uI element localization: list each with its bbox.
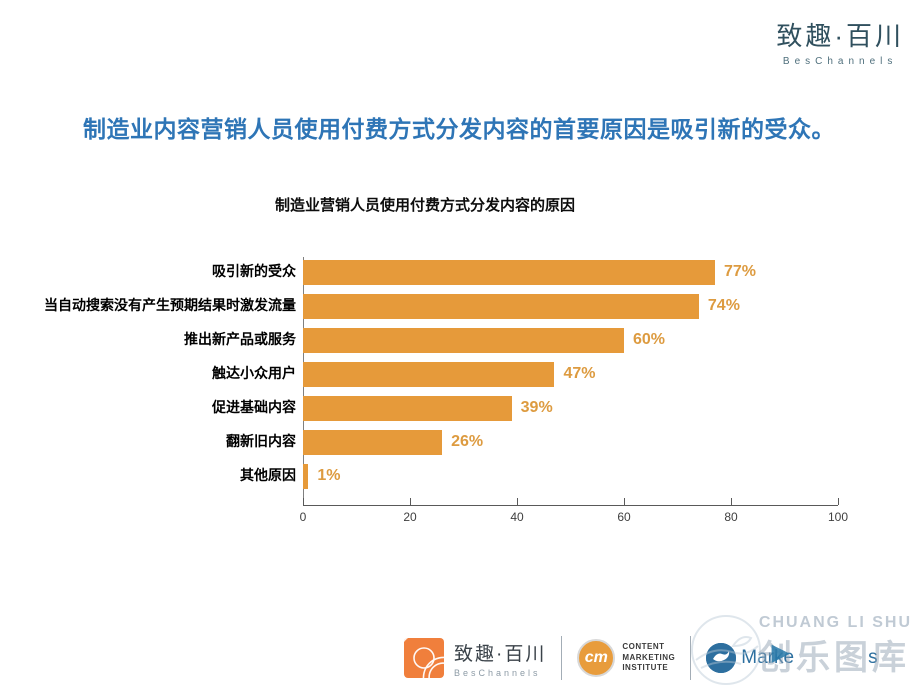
x-axis-tick bbox=[410, 498, 411, 505]
category-label: 其他原因 bbox=[240, 467, 296, 484]
chart-title: 制造业营销人员使用付费方式分发内容的原因 bbox=[274, 197, 575, 214]
x-axis-tick bbox=[838, 498, 839, 505]
bar bbox=[303, 327, 624, 353]
footer-cmi: cm CONTENT MARKETING INSTITUTE bbox=[577, 639, 675, 677]
bar-row: 触达小众用户 47% bbox=[20, 357, 890, 391]
bar-chart: 制造业营销人员使用付费方式分发内容的原因 吸引新的受众 77% 当自动搜索没有产生预… bbox=[20, 194, 890, 524]
category-label: 推出新产品或服务 bbox=[184, 331, 296, 348]
footer-marketingprofs-prefix: Marke bbox=[741, 647, 795, 668]
bar-row: 促进基础内容 39% bbox=[20, 391, 890, 425]
cmi-circle-icon: cm bbox=[577, 639, 616, 677]
x-axis-tick-label: 0 bbox=[299, 510, 307, 524]
x-axis-tick bbox=[624, 498, 625, 505]
bar-row: 吸引新的受众 77% bbox=[20, 255, 890, 289]
footer-beschannels-en: BesChannels bbox=[454, 667, 541, 678]
bar-row: 当自动搜索没有产生预期结果时激发流量 74% bbox=[20, 289, 890, 323]
value-label: 1% bbox=[317, 467, 341, 484]
value-label: 77% bbox=[723, 263, 756, 280]
x-axis-line: 0 20 40 60 80 100 bbox=[300, 498, 848, 524]
bar-track: 77% bbox=[303, 259, 838, 285]
beschannels-logo-cn: 致趣·百川 bbox=[776, 21, 904, 51]
x-axis-tick bbox=[731, 498, 732, 505]
footer-beschannels: 致趣·百川 BesChannels bbox=[404, 638, 546, 678]
bar bbox=[303, 361, 555, 387]
bar-row: 其他原因 1% bbox=[20, 459, 890, 493]
bar-track: 60% bbox=[303, 327, 838, 353]
value-label: 39% bbox=[520, 399, 553, 416]
x-axis-tick-label: 100 bbox=[827, 510, 849, 524]
x-axis-tick-label: 20 bbox=[403, 510, 417, 524]
footer-divider-2 bbox=[690, 636, 692, 680]
x-axis-tick bbox=[517, 498, 518, 505]
footer-cmi-text: CONTENT MARKETING INSTITUTE bbox=[622, 642, 675, 673]
x-axis-tick-label: 60 bbox=[617, 510, 631, 524]
value-label: 74% bbox=[707, 297, 740, 314]
footer-cmi-line1: CONTENT bbox=[622, 642, 665, 652]
bar bbox=[303, 463, 309, 489]
category-label: 促进基础内容 bbox=[212, 399, 296, 416]
category-label: 触达小众用户 bbox=[212, 365, 296, 382]
bar-row: 翻新旧内容 26% bbox=[20, 425, 890, 459]
bar-track: 74% bbox=[303, 293, 838, 319]
footer-logos: 致趣·百川 BesChannels cm CONTENT MARKETING I… bbox=[404, 632, 878, 684]
footer-cmi-line3: INSTITUTE bbox=[622, 663, 669, 673]
footer-beschannels-text: 致趣·百川 BesChannels bbox=[454, 639, 546, 678]
bar-track: 26% bbox=[303, 429, 838, 455]
bar-rows: 吸引新的受众 77% 当自动搜索没有产生预期结果时激发流量 74% 推出新产品或服务 60… bbox=[20, 255, 890, 505]
beschannels-square-icon bbox=[404, 638, 444, 678]
footer-marketingprofs-text: Marke s bbox=[741, 647, 877, 669]
value-label: 47% bbox=[563, 365, 596, 382]
footer-cmi-line2: MARKETING bbox=[622, 652, 676, 662]
x-axis-tick bbox=[303, 498, 304, 505]
bar bbox=[303, 259, 715, 285]
category-label: 吸引新的受众 bbox=[212, 263, 296, 280]
footer-beschannels-cn: 致趣·百川 bbox=[454, 643, 547, 665]
bar-track: 1% bbox=[303, 463, 838, 489]
marketingprofs-circle-icon bbox=[706, 643, 737, 673]
bar-row: 推出新产品或服务 60% bbox=[20, 323, 890, 357]
beschannels-logo-en: BesChannels bbox=[782, 56, 898, 67]
value-label: 60% bbox=[633, 331, 666, 348]
slide-title: 制造业内容营销人员使用付费方式分发内容的首要原因是吸引新的受众。 bbox=[83, 116, 835, 142]
beschannels-logo: 致趣·百川 BesChannels bbox=[776, 16, 904, 67]
category-label: 翻新旧内容 bbox=[226, 433, 296, 450]
bar-track: 47% bbox=[303, 361, 838, 387]
watermark-text-en: CHUANG LI SHU bbox=[758, 614, 912, 631]
x-axis-tick-label: 40 bbox=[510, 510, 524, 524]
bar-track: 39% bbox=[303, 395, 838, 421]
bar bbox=[303, 293, 699, 319]
footer-marketingprofs: Marke s bbox=[706, 643, 878, 673]
value-label: 26% bbox=[451, 433, 484, 450]
bar bbox=[303, 429, 443, 455]
bar bbox=[303, 395, 512, 421]
footer-divider-1 bbox=[561, 636, 563, 680]
category-label: 当自动搜索没有产生预期结果时激发流量 bbox=[44, 297, 296, 314]
footer-marketingprofs-suffix: s bbox=[868, 647, 878, 668]
x-axis-tick-label: 80 bbox=[724, 510, 738, 524]
